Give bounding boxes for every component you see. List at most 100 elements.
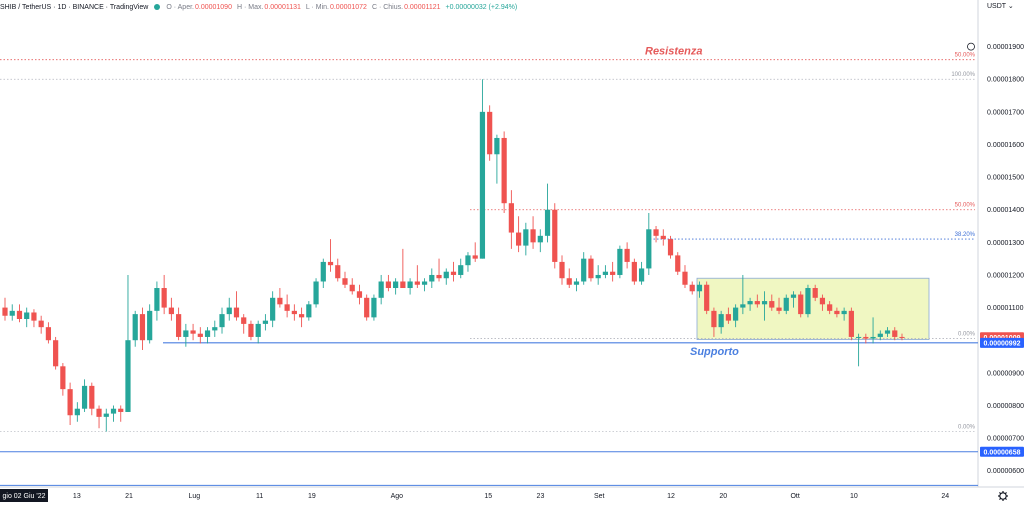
candle[interactable]	[884, 327, 891, 337]
candle[interactable]	[74, 402, 80, 422]
candle[interactable]	[53, 336, 59, 370]
candle[interactable]	[277, 288, 283, 308]
candle[interactable]	[349, 278, 355, 295]
candle[interactable]	[241, 314, 247, 334]
candle[interactable]	[327, 239, 334, 272]
candle[interactable]	[776, 297, 782, 315]
candle[interactable]	[537, 229, 543, 253]
candle[interactable]	[544, 183, 551, 243]
candle[interactable]	[733, 304, 739, 328]
candle[interactable]	[588, 255, 594, 282]
candle[interactable]	[863, 333, 869, 344]
candle[interactable]	[660, 229, 666, 246]
candle[interactable]	[291, 304, 297, 321]
candle[interactable]	[892, 327, 898, 341]
candle[interactable]	[675, 252, 681, 275]
candle[interactable]	[24, 307, 30, 328]
candle[interactable]	[812, 284, 818, 302]
candle[interactable]	[834, 307, 840, 318]
gear-icon[interactable]	[998, 491, 1008, 501]
candle[interactable]	[313, 278, 319, 308]
candle[interactable]	[226, 297, 232, 321]
candle[interactable]	[204, 327, 211, 344]
candle[interactable]	[31, 309, 37, 328]
candle[interactable]	[747, 297, 753, 311]
candle[interactable]	[559, 255, 565, 285]
candle[interactable]	[573, 278, 580, 292]
candle[interactable]	[696, 281, 703, 298]
candle[interactable]	[610, 261, 616, 282]
candle[interactable]	[501, 131, 507, 213]
candle[interactable]	[255, 320, 261, 344]
candle[interactable]	[67, 382, 73, 426]
candle[interactable]	[233, 291, 240, 321]
candle[interactable]	[566, 268, 572, 289]
candle[interactable]	[414, 265, 420, 289]
candle[interactable]	[110, 405, 117, 422]
candle[interactable]	[161, 274, 167, 315]
candle[interactable]	[176, 307, 182, 341]
candle[interactable]	[270, 291, 276, 328]
candle[interactable]	[96, 405, 102, 429]
candle[interactable]	[219, 307, 225, 334]
price-axis-panel[interactable]	[978, 0, 1024, 503]
candle[interactable]	[421, 278, 428, 292]
candle[interactable]	[118, 405, 124, 422]
candle[interactable]	[581, 252, 587, 285]
candle[interactable]	[450, 261, 457, 282]
candle[interactable]	[81, 379, 88, 412]
candle[interactable]	[342, 271, 348, 289]
alert-marker-icon[interactable]	[967, 42, 975, 51]
candle[interactable]	[855, 333, 862, 367]
candle[interactable]	[479, 79, 486, 259]
candle[interactable]	[262, 314, 269, 331]
candle[interactable]	[356, 284, 363, 305]
candle[interactable]	[725, 307, 731, 324]
candle[interactable]	[805, 284, 811, 318]
candle[interactable]	[508, 190, 514, 249]
price-tag[interactable]: 0.00000658	[980, 446, 1024, 457]
candle[interactable]	[819, 294, 826, 311]
candle[interactable]	[704, 281, 710, 315]
candle[interactable]	[595, 265, 601, 285]
candle[interactable]	[638, 261, 645, 285]
candle[interactable]	[653, 226, 659, 243]
candle[interactable]	[827, 301, 833, 315]
consolidation-zone[interactable]	[696, 277, 930, 340]
candle[interactable]	[870, 317, 876, 344]
candle[interactable]	[393, 278, 399, 295]
candle[interactable]	[530, 216, 536, 249]
candle[interactable]	[168, 297, 174, 321]
candle[interactable]	[320, 258, 326, 289]
candle[interactable]	[667, 235, 674, 259]
price-tag[interactable]: 0.00000992	[980, 337, 1024, 348]
candle[interactable]	[125, 274, 131, 412]
candle[interactable]	[385, 274, 391, 292]
candle[interactable]	[624, 242, 630, 269]
candle[interactable]	[154, 281, 160, 321]
candle[interactable]	[783, 294, 789, 315]
candle[interactable]	[248, 320, 254, 341]
candle[interactable]	[306, 301, 312, 321]
candle[interactable]	[841, 307, 847, 321]
candle[interactable]	[646, 212, 652, 275]
candle[interactable]	[682, 265, 688, 289]
candle[interactable]	[400, 248, 406, 289]
candle[interactable]	[378, 274, 384, 305]
candle[interactable]	[848, 307, 854, 341]
candle[interactable]	[2, 297, 8, 321]
candle[interactable]	[139, 307, 146, 350]
candle[interactable]	[371, 294, 377, 321]
candle[interactable]	[769, 294, 775, 311]
candle[interactable]	[436, 258, 442, 282]
candle[interactable]	[472, 242, 478, 262]
candle[interactable]	[602, 265, 609, 279]
candle[interactable]	[183, 323, 189, 347]
candle[interactable]	[284, 294, 290, 318]
candle[interactable]	[103, 408, 109, 432]
candle[interactable]	[190, 323, 196, 341]
candle[interactable]	[487, 105, 493, 161]
candle[interactable]	[132, 310, 138, 347]
candle[interactable]	[631, 258, 637, 285]
